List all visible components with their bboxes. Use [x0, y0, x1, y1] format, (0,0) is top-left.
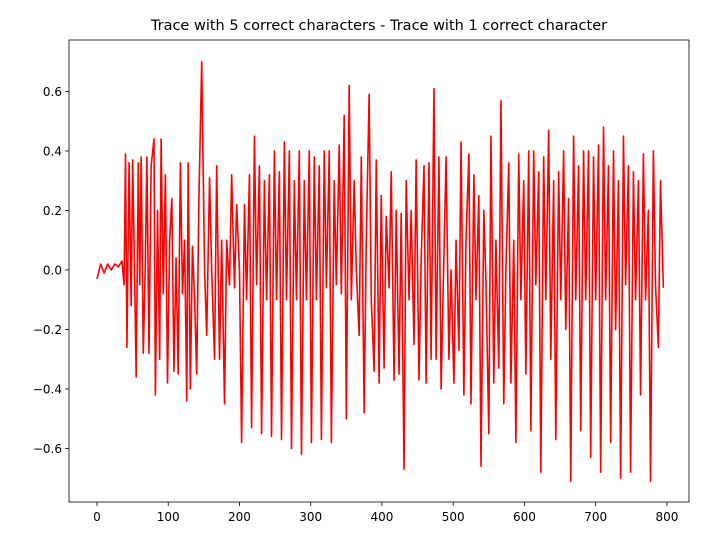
chart-title: Trace with 5 correct characters - Trace … [150, 18, 607, 34]
x-tick-label: 300 [299, 510, 322, 524]
x-tick-label: 400 [371, 510, 394, 524]
y-tick-label: 0.4 [43, 144, 62, 158]
x-tick-label: 700 [584, 510, 607, 524]
y-tick-label: −0.2 [33, 323, 62, 337]
x-tick-label: 0 [93, 510, 101, 524]
axes-frame [68, 39, 690, 503]
x-tick-label: 800 [655, 510, 678, 524]
x-tick-label: 200 [228, 510, 251, 524]
y-tick-label: 0.6 [43, 85, 62, 99]
data-line [96, 60, 665, 482]
y-tick-label: 0.2 [43, 204, 62, 218]
x-tick-label: 600 [513, 510, 536, 524]
y-tick-label: 0.0 [43, 263, 62, 277]
y-tick-label: −0.4 [33, 382, 62, 396]
x-tick-label: 500 [442, 510, 465, 524]
x-tick-label: 100 [157, 510, 180, 524]
y-tick-label: −0.6 [33, 442, 62, 456]
